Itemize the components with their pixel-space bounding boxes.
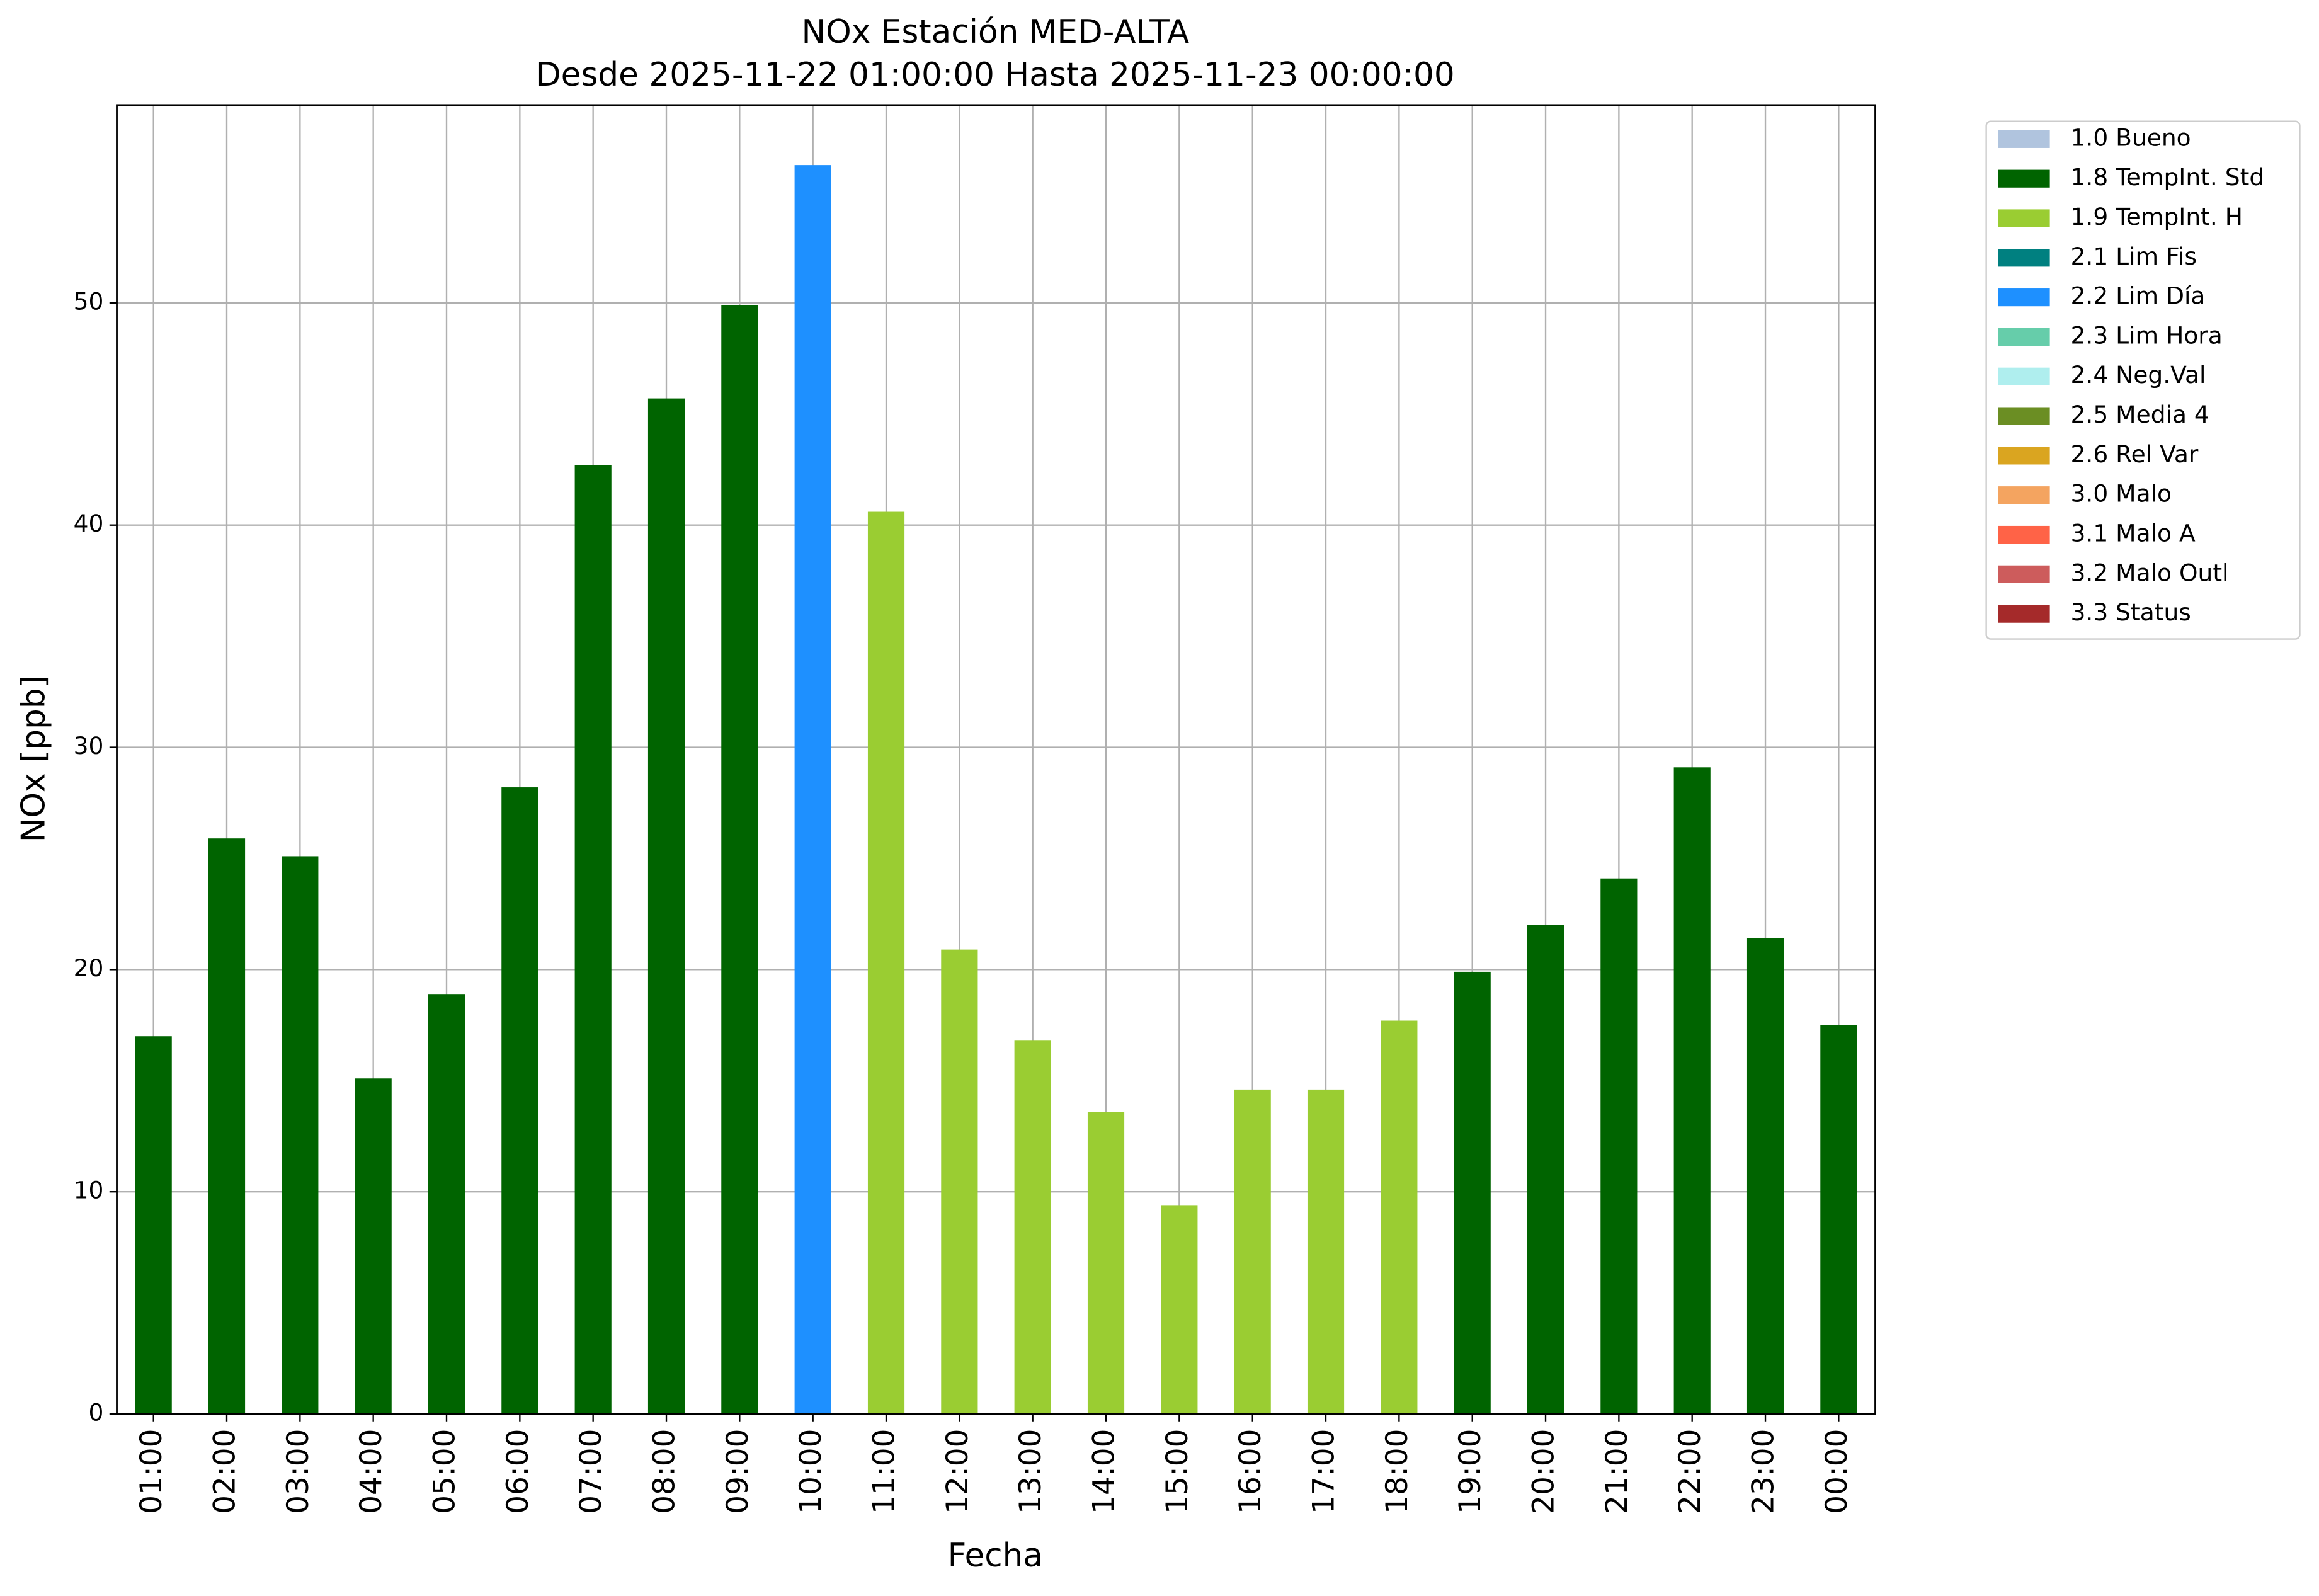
- y-tick-label: 0: [88, 1399, 103, 1427]
- legend-box: [1985, 120, 2301, 640]
- legend-label: 2.6 Rel Var: [2071, 440, 2199, 468]
- legend-swatch: [1998, 605, 2050, 623]
- bar: [428, 994, 465, 1415]
- x-axis-label: Fecha: [948, 1537, 1043, 1575]
- x-tick-label: 17:00: [1307, 1429, 1342, 1514]
- x-tick-label: 11:00: [867, 1429, 902, 1514]
- bar: [1527, 925, 1564, 1415]
- x-tick-label: 05:00: [428, 1429, 462, 1514]
- y-tick-label: 10: [74, 1177, 104, 1204]
- bar: [941, 949, 978, 1415]
- bar: [1087, 1112, 1125, 1415]
- bar: [1600, 878, 1638, 1415]
- plot-frame: [116, 104, 1876, 1415]
- legend-swatch: [1998, 130, 2050, 148]
- legend-label: 1.8 TempInt. Std: [2071, 163, 2265, 191]
- y-tick-label: 50: [74, 287, 104, 315]
- y-tick-label: 20: [74, 954, 104, 982]
- bar: [355, 1078, 392, 1415]
- x-tick-label: 01:00: [134, 1429, 169, 1514]
- legend-swatch: [1998, 525, 2050, 544]
- x-tick-label: 03:00: [281, 1429, 316, 1514]
- x-tick-label: 16:00: [1233, 1429, 1268, 1514]
- bar: [135, 1036, 172, 1415]
- chart-title: NOx Estación MED-ALTA: [802, 13, 1190, 51]
- bar: [501, 787, 538, 1415]
- legend-label: 2.2 Lim Día: [2071, 282, 2206, 310]
- legend-label: 1.9 TempInt. H: [2071, 203, 2243, 231]
- bar: [1673, 767, 1711, 1415]
- x-tick-label: 19:00: [1453, 1429, 1488, 1514]
- legend-swatch: [1998, 328, 2050, 346]
- legend-label: 2.3 Lim Hora: [2071, 321, 2223, 349]
- x-tick-label: 09:00: [721, 1429, 755, 1514]
- legend-swatch: [1998, 288, 2050, 307]
- legend-label: 3.2 Malo Outl: [2071, 559, 2229, 586]
- ticks: 0 10 20 30 40 50 01:00 02:00 03:00 04:00 05:00 06:0…: [74, 287, 1854, 1513]
- x-tick-label: 15:00: [1160, 1429, 1195, 1514]
- x-tick-label: 18:00: [1380, 1429, 1415, 1514]
- legend-label: 2.1 Lim Fis: [2071, 242, 2197, 270]
- bar: [721, 305, 758, 1415]
- legend-label: 3.3 Status: [2071, 598, 2191, 626]
- legend-label: 3.0 Malo: [2071, 480, 2172, 508]
- legend-swatch: [1998, 367, 2050, 385]
- x-tick-label: 13:00: [1013, 1429, 1048, 1514]
- y-axis-label: NOx [ppb]: [14, 675, 52, 842]
- bar: [1454, 971, 1491, 1415]
- y-tick-label: 40: [74, 510, 104, 537]
- x-tick-label: 20:00: [1527, 1429, 1561, 1514]
- legend-label: 2.5 Media 4: [2071, 401, 2209, 428]
- legend-swatch: [1998, 565, 2050, 583]
- bar: [1014, 1040, 1051, 1415]
- x-tick-label: 22:00: [1673, 1429, 1707, 1514]
- bar: [1234, 1089, 1271, 1415]
- bars: [135, 165, 1857, 1415]
- legend-swatch: [1998, 447, 2050, 465]
- x-tick-label: 06:00: [501, 1429, 535, 1514]
- bar: [208, 838, 246, 1415]
- x-tick-label: 04:00: [354, 1429, 389, 1514]
- x-tick-label: 23:00: [1746, 1429, 1781, 1514]
- bar: [1820, 1025, 1857, 1415]
- x-tick-label: 12:00: [940, 1429, 975, 1514]
- bar: [574, 465, 612, 1415]
- bar: [282, 856, 319, 1415]
- x-tick-label: 10:00: [794, 1429, 828, 1514]
- bar: [647, 398, 685, 1415]
- legend: 1.0 Bueno 1.8 TempInt. Std 1.9 TempInt. H 2…: [1985, 120, 2301, 640]
- legend-swatch: [1998, 209, 2050, 227]
- x-tick-label: 08:00: [647, 1429, 682, 1514]
- y-tick-label: 30: [74, 732, 104, 760]
- chart-subtitle: Desde 2025-11-22 01:00:00 Hasta 2025-11-…: [536, 56, 1455, 94]
- bar: [1307, 1089, 1345, 1415]
- x-tick-label: 02:00: [208, 1429, 242, 1514]
- legend-swatch: [1998, 249, 2050, 267]
- bar: [794, 165, 831, 1415]
- legend-label: 3.1 Malo A: [2071, 520, 2196, 547]
- x-tick-label: 21:00: [1600, 1429, 1634, 1514]
- bar: [1161, 1205, 1198, 1415]
- legend-swatch: [1998, 486, 2050, 504]
- legend-swatch: [1998, 407, 2050, 425]
- legend-label: 2.4 Neg.Val: [2071, 361, 2206, 389]
- legend-swatch: [1998, 169, 2050, 188]
- bar: [867, 511, 905, 1415]
- x-tick-label: 00:00: [1820, 1429, 1854, 1514]
- x-tick-label: 14:00: [1087, 1429, 1122, 1514]
- bar: [1746, 938, 1784, 1415]
- bar: [1381, 1020, 1418, 1415]
- legend-label: 1.0 Bueno: [2071, 123, 2191, 151]
- x-tick-label: 07:00: [574, 1429, 608, 1514]
